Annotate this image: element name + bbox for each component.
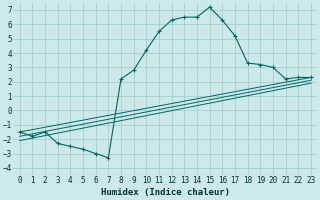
X-axis label: Humidex (Indice chaleur): Humidex (Indice chaleur) xyxy=(101,188,230,197)
